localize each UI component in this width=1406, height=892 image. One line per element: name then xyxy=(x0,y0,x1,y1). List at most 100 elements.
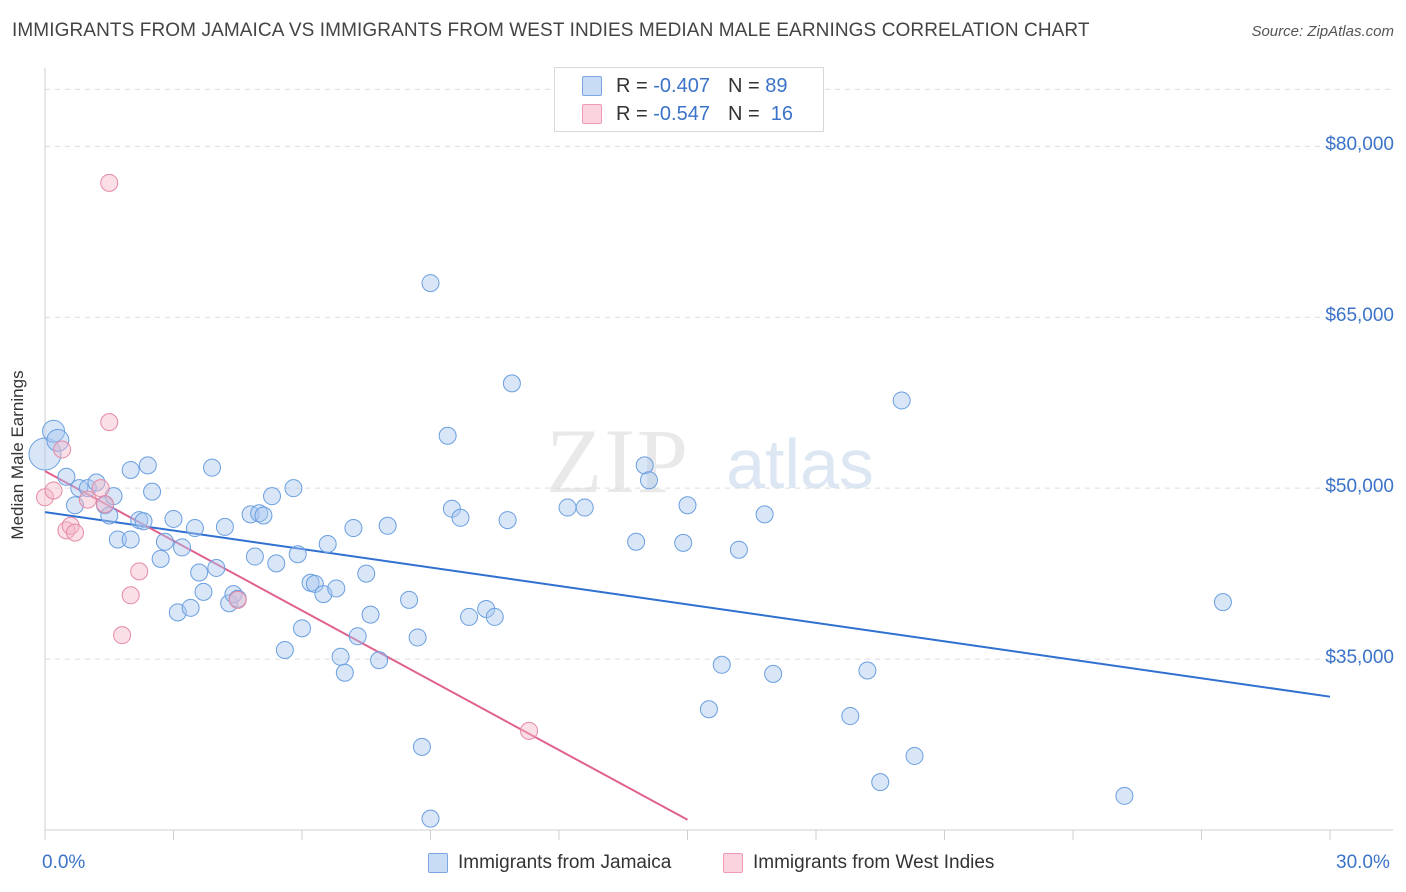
point-jamaica xyxy=(108,530,127,549)
legend-item-west-indies[interactable]: Immigrants from West Indies xyxy=(723,852,994,874)
point-jamaica xyxy=(155,532,174,551)
point-west-indies xyxy=(121,586,140,605)
point-jamaica xyxy=(892,391,911,410)
point-jamaica xyxy=(370,651,389,670)
point-west-indies xyxy=(65,523,84,542)
point-jamaica xyxy=(871,773,890,792)
y-tick-label: $50,000 xyxy=(1325,476,1394,498)
point-jamaica xyxy=(575,498,594,517)
point-west-indies xyxy=(91,479,110,498)
point-jamaica xyxy=(194,582,213,601)
point-jamaica xyxy=(905,746,924,765)
legend-swatch-west-indies xyxy=(723,853,743,873)
point-jamaica xyxy=(712,655,731,674)
point-jamaica xyxy=(121,530,140,549)
point-jamaica xyxy=(327,579,346,598)
point-jamaica xyxy=(207,558,226,577)
stats-box: R = -0.407 N = 89 R = -0.547 N = 16 xyxy=(554,67,824,132)
y-axis-label: Median Male Earnings xyxy=(8,370,27,540)
point-west-indies xyxy=(78,490,97,509)
legend: Immigrants from Jamaica Immigrants from … xyxy=(0,852,1406,878)
point-jamaica xyxy=(138,456,157,475)
point-jamaica xyxy=(288,545,307,564)
point-jamaica xyxy=(858,661,877,680)
point-jamaica xyxy=(438,426,457,445)
y-tick-label: $65,000 xyxy=(1325,305,1394,327)
point-jamaica xyxy=(164,509,183,528)
stats-n-label: N = xyxy=(727,102,760,125)
watermark-atlas: atlas xyxy=(726,425,874,503)
trend-line-west-indies xyxy=(44,470,688,821)
legend-label-jamaica: Immigrants from Jamaica xyxy=(458,852,672,873)
point-jamaica xyxy=(181,598,200,617)
point-jamaica xyxy=(121,460,140,479)
point-jamaica xyxy=(57,467,76,486)
point-west-indies xyxy=(95,495,114,514)
point-jamaica xyxy=(485,607,504,626)
point-jamaica xyxy=(678,496,697,515)
stats-r-value: -0.547 xyxy=(653,102,710,125)
point-jamaica xyxy=(267,554,286,573)
point-jamaica xyxy=(331,647,350,666)
legend-label-west-indies: Immigrants from West Indies xyxy=(753,852,995,873)
point-jamaica xyxy=(421,274,440,293)
point-jamaica xyxy=(502,374,521,393)
point-jamaica xyxy=(460,607,479,626)
legend-swatch-jamaica xyxy=(428,853,448,873)
point-jamaica xyxy=(841,707,860,726)
point-jamaica xyxy=(635,456,654,475)
point-jamaica xyxy=(46,428,70,452)
source-label: Source: ZipAtlas.com xyxy=(1251,23,1394,40)
x-tick-label-max: 30.0% xyxy=(1336,852,1390,873)
stats-swatch-jamaica xyxy=(582,76,602,96)
chart-title: IMMIGRANTS FROM JAMAICA VS IMMIGRANTS FR… xyxy=(12,20,1090,41)
point-jamaica xyxy=(245,547,264,566)
point-jamaica xyxy=(348,627,367,646)
stats-n-value: 16 xyxy=(770,102,794,125)
point-west-indies xyxy=(100,413,119,432)
stats-r-label: R = xyxy=(616,102,648,125)
stats-r-label: R = xyxy=(616,74,648,97)
point-jamaica xyxy=(451,508,470,527)
stats-row-west-indies: R = -0.547 N = 16 xyxy=(555,101,793,127)
y-tick-label: $35,000 xyxy=(1325,647,1394,669)
stats-swatch-west-indies xyxy=(582,104,602,124)
point-jamaica xyxy=(254,506,273,525)
point-west-indies xyxy=(228,590,247,609)
point-jamaica xyxy=(729,540,748,559)
point-west-indies xyxy=(44,481,63,500)
point-jamaica xyxy=(335,663,354,682)
point-jamaica xyxy=(1115,786,1134,805)
point-west-indies xyxy=(53,440,72,459)
point-jamaica xyxy=(412,737,431,756)
stats-n-value: 89 xyxy=(765,74,788,97)
x-tick-label-min: 0.0% xyxy=(42,852,86,873)
point-jamaica xyxy=(421,809,440,828)
point-jamaica xyxy=(639,471,658,490)
point-jamaica xyxy=(190,563,209,582)
point-jamaica xyxy=(498,511,517,530)
gridlines xyxy=(45,88,1393,660)
point-west-indies xyxy=(100,173,119,192)
point-jamaica xyxy=(173,538,192,557)
point-west-indies xyxy=(130,562,149,581)
stats-r-value: -0.407 xyxy=(653,74,710,97)
point-west-indies xyxy=(113,626,132,645)
watermark-zip: ZIP xyxy=(546,410,690,512)
point-jamaica xyxy=(151,549,170,568)
point-jamaica xyxy=(357,564,376,583)
y-tick-label: $80,000 xyxy=(1325,134,1394,156)
watermark: ZIP atlas xyxy=(546,410,874,512)
point-jamaica xyxy=(1213,593,1232,612)
axes xyxy=(44,68,1393,840)
point-jamaica xyxy=(143,482,162,501)
point-jamaica xyxy=(284,479,303,498)
trend-line-jamaica xyxy=(44,511,1331,698)
stats-row-jamaica: R = -0.407 N = 89 xyxy=(555,73,787,99)
point-jamaica xyxy=(378,516,397,535)
legend-item-jamaica[interactable]: Immigrants from Jamaica xyxy=(428,852,671,874)
point-jamaica xyxy=(100,506,119,525)
point-jamaica xyxy=(203,458,222,477)
stats-n-label: N = xyxy=(727,74,760,97)
point-jamaica xyxy=(558,498,577,517)
